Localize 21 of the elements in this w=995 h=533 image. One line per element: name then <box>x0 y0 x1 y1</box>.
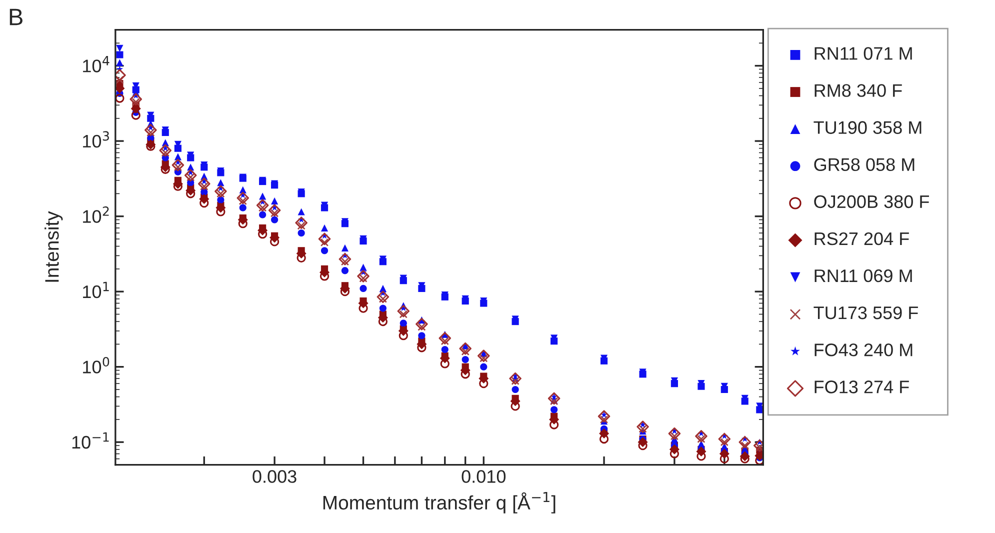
x-axis-title: Momentum transfer q [Å$^{−1}$] <box>323 492 556 514</box>
y-tick-label: 10$^{1}$ <box>83 282 109 298</box>
legend-label: RN11 069 M <box>814 269 912 282</box>
y-tick-label: 10$^{−1}$ <box>72 432 109 449</box>
legend-label: FO43 240 M <box>814 344 912 356</box>
y-tick-label: 10$^{0}$ <box>83 356 110 374</box>
y-tick-label: 10$^{3}$ <box>83 131 109 148</box>
legend-label: FO13 274 F <box>814 380 909 394</box>
x-tick-label: 0.003 <box>252 470 296 483</box>
legend-label: RM8 340 F <box>814 84 902 97</box>
y-tick-label: 10$^{2}$ <box>83 206 109 223</box>
y-axis-title: Intensity <box>44 211 63 282</box>
legend-label: OJ200B 380 F <box>814 195 929 208</box>
legend-label: GR58 058 M <box>814 158 914 172</box>
x-tick-label: 0.010 <box>462 470 506 483</box>
legend-label: TU173 559 F <box>814 306 918 320</box>
legend-label: RN11 071 M <box>814 47 912 60</box>
legend-label: RS27 204 F <box>814 232 909 246</box>
y-tick-label: 10$^{4}$ <box>83 56 110 72</box>
chart-title: B <box>10 8 22 26</box>
legend-label: TU190 358 M <box>814 121 922 134</box>
